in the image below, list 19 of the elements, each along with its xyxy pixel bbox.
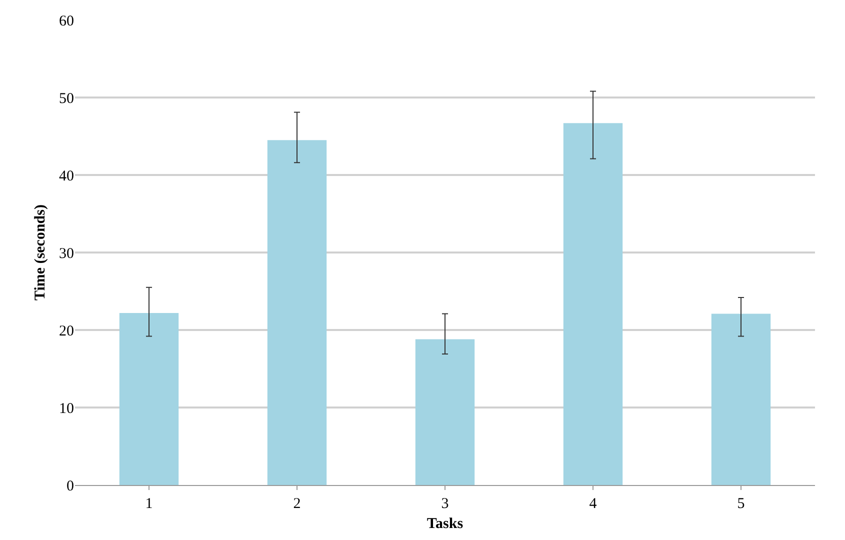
x-axis-title: Tasks <box>426 516 464 532</box>
x-tick-label: 5 <box>737 496 745 512</box>
y-tick-label: 60 <box>59 13 74 30</box>
y-tick-label: 40 <box>59 168 74 184</box>
x-tick-label: 2 <box>293 496 301 512</box>
y-axis-title: Time (seconds) <box>32 204 48 300</box>
x-tick-label: 4 <box>589 496 598 512</box>
y-tick-label: 50 <box>59 90 74 107</box>
y-tick-label: 10 <box>59 400 74 417</box>
bar <box>711 314 771 485</box>
bar <box>415 339 475 485</box>
bar <box>119 312 179 485</box>
bar <box>563 123 623 485</box>
x-tick-label: 3 <box>441 496 449 512</box>
y-tick-label: 20 <box>59 323 74 340</box>
y-tick-label: 0 <box>66 478 74 494</box>
bar <box>267 140 327 485</box>
x-tick-label: 1 <box>145 496 153 512</box>
y-tick-label: 30 <box>59 246 74 262</box>
